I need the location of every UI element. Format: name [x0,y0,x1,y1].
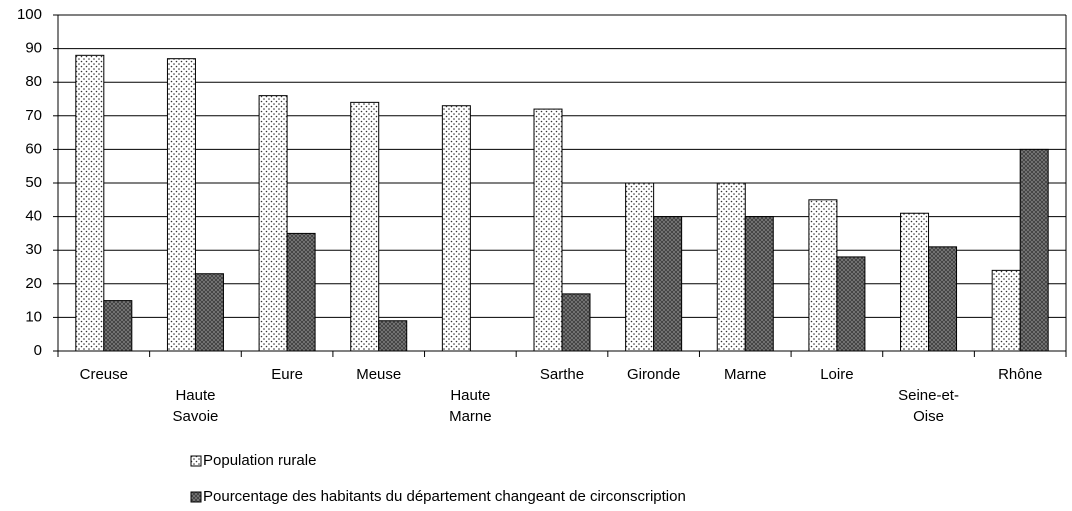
y-tick-label: 80 [25,73,42,90]
legend-label: Pourcentage des habitants du département… [203,488,686,505]
x-tick-label: Haute [450,387,490,404]
x-tick-label: Savoie [173,408,219,425]
x-tick-label: Gironde [627,366,680,383]
x-tick-label: Oise [913,408,944,425]
y-tick-label: 0 [34,342,42,359]
x-tick-label: Rhône [998,366,1042,383]
bar [286,232,316,352]
x-tick-label: Eure [271,366,303,383]
x-tick-label: Loire [820,366,853,383]
x-tick-label: Marne [724,366,767,383]
bar [1019,148,1049,352]
bar [900,212,930,352]
bar [744,216,774,352]
y-tick-label: 70 [25,107,42,124]
bar [991,269,1021,352]
bar [533,108,563,352]
bar [653,216,683,352]
bar [808,199,838,352]
bar [166,58,196,352]
y-tick-label: 10 [25,308,42,325]
y-tick-label: 100 [17,6,42,23]
y-tick-label: 50 [25,174,42,191]
bar [258,95,288,352]
x-tick-label: Marne [449,408,492,425]
bar [75,54,105,352]
y-tick-label: 40 [25,208,42,225]
bar [561,293,591,352]
bar [441,105,471,352]
x-tick-label: Creuse [80,366,128,383]
x-tick-label: Sarthe [540,366,584,383]
y-tick-label: 20 [25,275,42,292]
bar [103,300,133,352]
bar [194,273,224,352]
bar [350,101,380,352]
x-tick-label: Meuse [356,366,401,383]
x-tick-label: Seine-et- [898,387,959,404]
bar [625,182,655,352]
legend-swatch [190,455,202,467]
y-tick-label: 60 [25,140,42,157]
bar [716,182,746,352]
y-tick-label: 30 [25,241,42,258]
bar [836,256,866,352]
legend-swatch [190,491,202,503]
legend-label: Population rurale [203,452,316,469]
y-tick-label: 90 [25,40,42,57]
bar [928,246,958,352]
x-tick-label: Haute [175,387,215,404]
bar [378,320,408,352]
